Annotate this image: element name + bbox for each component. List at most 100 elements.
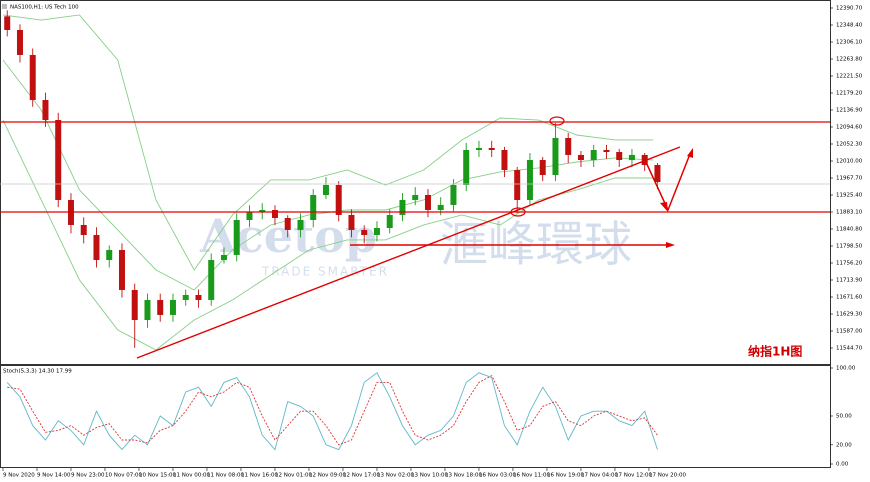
y-tick-label: 0.00 [836, 462, 849, 468]
y-tick-label: 12094.60 [836, 124, 863, 130]
y-tick-label: 11883.10 [836, 209, 863, 215]
candle-body [437, 204, 444, 210]
y-tick-label: 11713.90 [836, 277, 863, 283]
candle-body [348, 214, 355, 230]
candle-body [501, 149, 508, 171]
candle-body [450, 184, 457, 205]
highlight-ellipse [510, 207, 526, 217]
y-tick-label: 12010.00 [836, 158, 863, 164]
candle-body [424, 194, 431, 210]
x-tick-label: 17 Nov 04:00 [581, 473, 619, 479]
y-tick-label: 12052.30 [836, 141, 863, 147]
x-tick-label: 16 Nov 03:00 [479, 473, 517, 479]
candle-body [93, 234, 100, 260]
highlight-ellipse [549, 116, 565, 126]
y-tick-label: 11629.30 [836, 311, 863, 317]
candle-body [399, 199, 406, 215]
x-tick-label: 9 Nov 23:00 [71, 473, 105, 479]
stoch-line [6, 372, 658, 451]
candle-body [106, 249, 113, 260]
y-tick-label: 100.00 [836, 366, 856, 372]
candle-body [628, 154, 635, 160]
x-tick-label: 12 Nov 09:00 [309, 473, 347, 479]
x-tick-label: 17 Nov 12:00 [615, 473, 653, 479]
x-tick-label: 11 Nov 16:00 [241, 473, 279, 479]
candle-body [412, 194, 419, 200]
candle-body [131, 289, 138, 320]
projection-path [644, 153, 691, 212]
stoch-title: Stoch(5,3,3) 14.30 17.99 [3, 369, 72, 375]
x-tick-label: 12 Nov 01:00 [275, 473, 313, 479]
x-tick-label: 11 Nov 08:00 [207, 473, 245, 479]
y-tick-label: 12136.90 [836, 107, 863, 113]
candle-body [616, 151, 623, 160]
candle-body [565, 137, 572, 155]
x-tick-label: 12 Nov 17:00 [343, 473, 381, 479]
candle-body [475, 147, 482, 150]
candle-body [514, 170, 521, 200]
x-tick-label: 9 Nov 2020 [3, 473, 35, 479]
x-tick-label: 11 Nov 00:00 [173, 473, 211, 479]
x-tick-label: 10 Nov 07:00 [105, 473, 143, 479]
candle-body [182, 294, 189, 300]
x-tick-label: 16 Nov 19:00 [547, 473, 585, 479]
target-arrowhead [666, 242, 675, 248]
candle-body [195, 294, 202, 300]
candle-body [220, 254, 227, 260]
x-tick-label: 13 Nov 02:00 [377, 473, 415, 479]
y-tick-label: 50.00 [836, 414, 852, 420]
y-tick-label: 12306.10 [836, 39, 863, 45]
main-panel-frame [0, 0, 831, 365]
candle-body [539, 159, 546, 175]
y-tick-label: 12179.20 [836, 90, 863, 96]
trend-line [136, 146, 681, 359]
y-tick-label: 11587.00 [836, 328, 863, 334]
drawings [0, 116, 830, 359]
candle-body [118, 249, 125, 290]
projection-arrowhead-down [660, 202, 668, 212]
annotation: 纳指1H图 [748, 344, 802, 359]
candle-body [284, 217, 291, 230]
candle-body [4, 16, 11, 30]
candle-body [246, 211, 253, 220]
title-icon [2, 4, 7, 9]
candle-body [577, 154, 584, 160]
candle-body [271, 209, 278, 218]
y-tick-label: 11798.50 [836, 243, 863, 249]
candle-body [654, 164, 661, 182]
projection-arrowhead-up [687, 148, 693, 158]
watermark-slogan: TRADE SMARTER [261, 265, 389, 279]
y-tick-label: 12390.70 [836, 5, 863, 11]
bollinger-band [2, 119, 654, 351]
candle-body [463, 149, 470, 185]
candle-body [590, 149, 597, 160]
x-tick-label: 17 Nov 20:00 [649, 473, 687, 479]
x-tick-label: 13 Nov 18:00 [445, 473, 483, 479]
x-tick-label: 13 Nov 10:00 [411, 473, 449, 479]
candle-body [322, 184, 329, 195]
y-tick-label: 11967.70 [836, 175, 863, 181]
candle-body [526, 159, 533, 200]
y-tick-label: 11671.60 [836, 294, 863, 300]
candle-body [297, 219, 304, 230]
y-tick-label: 12348.40 [836, 22, 863, 28]
candle-body [335, 184, 342, 215]
candle-body [488, 147, 495, 150]
candle-body [361, 229, 368, 235]
candle-body [233, 219, 240, 255]
y-tick-label: 11925.40 [836, 192, 863, 198]
y-tick-label: 11756.20 [836, 260, 863, 266]
candle-body [80, 224, 87, 235]
candle-body [157, 299, 164, 315]
candle-body [310, 194, 317, 220]
y-tick-label: 11544.70 [836, 345, 863, 351]
candle-body [603, 149, 610, 152]
stoch-panel-frame [0, 365, 831, 468]
candle-body [552, 137, 559, 175]
y-tick-label: 20.00 [836, 442, 852, 448]
x-tick-label: 9 Nov 14:00 [37, 473, 71, 479]
y-tick-label: 12221.50 [836, 73, 863, 79]
